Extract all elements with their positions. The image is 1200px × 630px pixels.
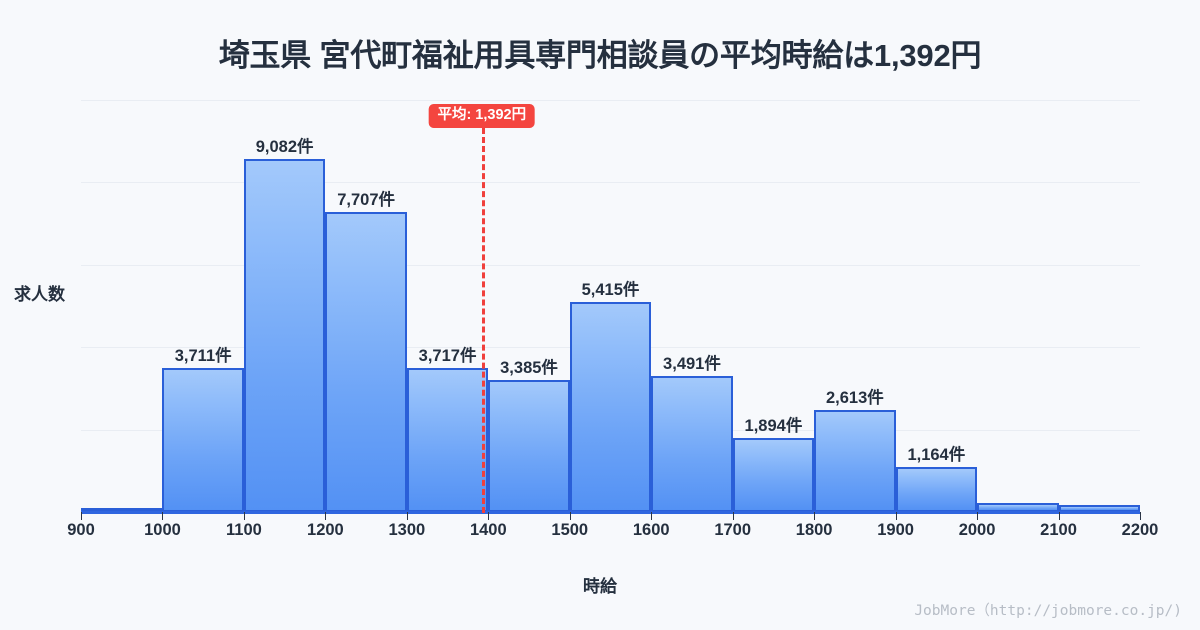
bar[interactable] [325,212,407,512]
x-tick-label: 900 [67,521,95,539]
footer-credit: JobMore（http://jobmore.co.jp/) [914,603,1182,619]
bar-value-label: 1,894件 [744,417,803,436]
bar[interactable] [406,367,489,512]
bar-value-label: 9,082件 [255,138,314,156]
x-axis-line [81,511,1140,514]
bar-value-label: 1,164件 [907,445,966,464]
x-tick-mark [325,512,327,520]
x-tick-mark [569,512,571,520]
bar-value-label: 2,613件 [825,389,884,408]
x-tick-mark [895,512,897,520]
bar[interactable] [569,301,652,512]
bar[interactable] [651,376,733,512]
bar-value-label: 3,717件 [418,346,477,365]
bar[interactable] [488,380,570,512]
x-tick-label: 1300 [388,521,426,539]
x-tick-label: 2000 [958,521,996,539]
x-tick-mark [406,512,408,520]
x-tick-mark [814,512,816,520]
bar[interactable] [1058,504,1140,512]
gridline [81,182,1140,183]
x-tick-label: 1200 [307,521,344,539]
y-axis-title: 求人数 [14,285,65,304]
x-axis-title: 時給 [583,577,617,596]
x-tick-mark [1058,512,1060,520]
gridline [81,265,1140,266]
bar[interactable] [814,410,896,512]
x-tick-label: 1000 [144,521,181,539]
x-tick-mark [488,512,490,520]
bar-value-label: 7,707件 [337,191,396,210]
bar-value-label: 3,711件 [174,346,232,365]
x-tick-label: 1400 [469,521,507,539]
x-tick-mark [977,512,979,520]
average-line [481,128,485,513]
page-title: 埼玉県 宮代町福祉用具専門相談員の平均時給は1,392円 [218,38,982,73]
x-tick-mark [651,512,653,520]
bar-value-label: 3,385件 [500,359,558,378]
average-badge[interactable]: 平均: 1,392円 [428,104,536,128]
x-tick-label: 2100 [1040,521,1077,539]
plot-area [81,100,1140,512]
x-tick-label: 1900 [877,521,914,539]
x-tick-mark [732,512,734,520]
bar[interactable] [162,367,244,512]
bar-value-label: 3,491件 [663,355,721,374]
x-tick-label: 1800 [795,521,833,539]
bar[interactable] [243,159,326,512]
x-tick-mark [243,512,245,520]
gridline [81,100,1140,101]
x-tick-label: 1600 [632,521,670,539]
x-tick-mark [1140,512,1141,520]
bar[interactable] [732,438,815,512]
bar[interactable] [895,466,978,512]
x-tick-label: 1500 [551,521,589,539]
x-tick-label: 1700 [714,521,752,539]
bar-value-label: 5,415件 [581,280,640,299]
x-tick-label: 2200 [1121,521,1159,539]
x-tick-mark [81,512,82,520]
x-tick-mark [162,512,164,520]
x-tick-label: 1100 [226,521,262,539]
